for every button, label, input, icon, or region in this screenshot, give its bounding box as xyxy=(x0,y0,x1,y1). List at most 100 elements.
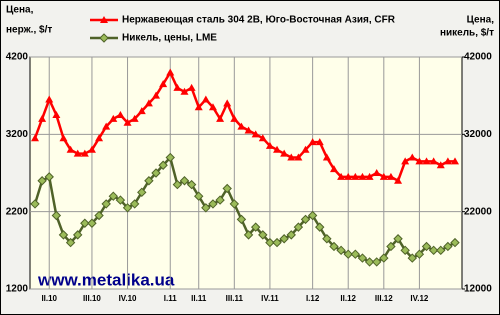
marker xyxy=(258,230,268,240)
marker xyxy=(428,245,439,256)
marker xyxy=(180,87,189,95)
marker xyxy=(45,95,54,103)
legend-label: Никель, цены, LME xyxy=(122,33,217,44)
marker xyxy=(122,203,133,213)
marker xyxy=(343,249,353,259)
marker xyxy=(436,161,445,169)
marker xyxy=(421,241,432,252)
marker xyxy=(215,195,225,205)
marker xyxy=(422,157,431,165)
marker xyxy=(300,214,311,225)
marker xyxy=(358,172,367,180)
marker xyxy=(51,210,62,221)
marker xyxy=(357,253,368,263)
marker xyxy=(144,99,153,107)
marker xyxy=(308,138,317,146)
marker xyxy=(223,99,232,107)
marker xyxy=(216,114,225,122)
marker xyxy=(173,83,182,91)
marker xyxy=(172,179,183,190)
marker xyxy=(129,199,140,209)
y2-tick-label: 32000 xyxy=(464,129,492,140)
marker xyxy=(158,160,168,170)
marker xyxy=(109,114,118,122)
marker xyxy=(386,241,396,252)
marker xyxy=(152,91,161,99)
marker xyxy=(73,149,82,157)
marker xyxy=(279,234,289,244)
marker xyxy=(394,176,403,184)
marker xyxy=(187,83,196,91)
marker xyxy=(100,16,108,23)
marker xyxy=(315,222,325,232)
marker xyxy=(94,210,104,221)
y-label: Цена, xyxy=(6,5,34,16)
marker xyxy=(80,218,90,228)
y-tick-label: 4200 xyxy=(6,52,29,63)
marker xyxy=(115,195,126,205)
x-tick-label: III.12 xyxy=(375,294,393,303)
marker xyxy=(37,176,47,186)
marker xyxy=(65,237,76,248)
marker xyxy=(208,103,217,111)
y2-tick-label: 12000 xyxy=(464,284,492,295)
marker xyxy=(208,199,218,209)
marker xyxy=(307,210,318,221)
marker xyxy=(443,157,452,165)
marker xyxy=(116,111,125,118)
marker xyxy=(401,157,410,165)
x-tick-label: I.12 xyxy=(306,294,320,303)
marker xyxy=(337,172,346,180)
marker xyxy=(222,183,232,194)
marker xyxy=(101,199,111,209)
marker xyxy=(371,257,382,267)
marker xyxy=(87,218,97,228)
y2-tick-label: 22000 xyxy=(464,206,492,217)
watermark: www.metalika.ua xyxy=(37,270,175,289)
marker xyxy=(301,145,310,153)
marker xyxy=(273,145,282,153)
marker xyxy=(379,172,388,180)
marker xyxy=(99,33,109,43)
marker xyxy=(179,176,190,186)
marker xyxy=(194,103,203,111)
marker xyxy=(229,199,240,209)
marker xyxy=(30,199,40,209)
marker xyxy=(350,249,361,259)
marker xyxy=(159,80,168,88)
y-tick-label: 3200 xyxy=(6,129,29,140)
marker xyxy=(243,230,254,240)
y2-tick-label: 42000 xyxy=(464,52,492,63)
marker xyxy=(293,222,304,232)
marker xyxy=(95,134,104,142)
marker xyxy=(73,230,83,240)
marker xyxy=(52,111,61,118)
marker xyxy=(250,222,261,232)
x-tick-label: II.12 xyxy=(340,294,356,303)
x-tick-label: II.10 xyxy=(41,294,57,303)
marker xyxy=(237,122,246,130)
x-tick-label: IV.10 xyxy=(119,294,137,303)
marker xyxy=(265,141,274,149)
marker xyxy=(372,169,381,176)
marker xyxy=(258,134,267,142)
marker xyxy=(102,122,111,130)
marker xyxy=(365,172,374,180)
marker xyxy=(123,118,132,126)
legend-label: Нержавеющая сталь 304 2В, Юго-Восточная … xyxy=(122,15,396,26)
marker xyxy=(144,176,154,186)
marker xyxy=(322,234,332,244)
marker xyxy=(31,134,39,142)
marker xyxy=(201,95,210,103)
marker xyxy=(280,149,289,157)
marker xyxy=(236,214,247,225)
marker xyxy=(137,187,147,198)
marker xyxy=(272,237,282,248)
marker xyxy=(364,257,375,267)
x-tick-label: III.11 xyxy=(226,294,244,303)
marker xyxy=(329,165,338,173)
marker xyxy=(450,237,460,248)
marker xyxy=(386,172,395,180)
marker xyxy=(165,152,175,163)
